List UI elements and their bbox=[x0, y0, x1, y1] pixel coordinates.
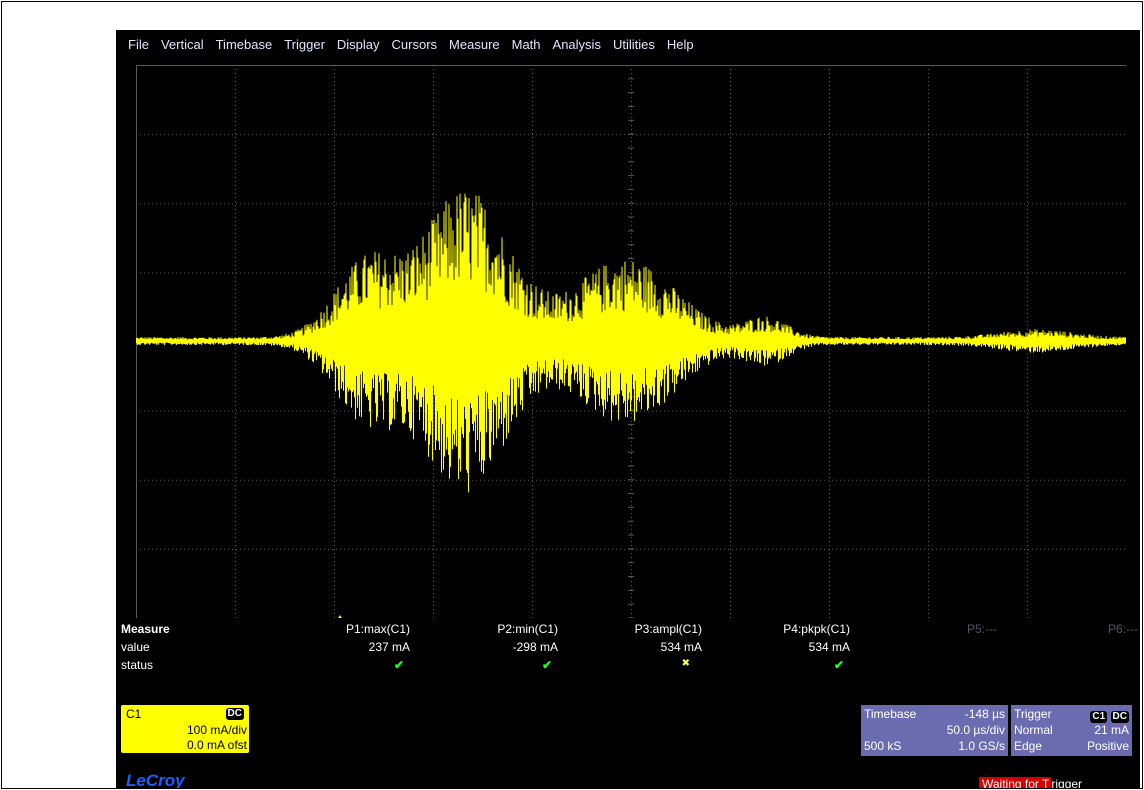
oscilloscope-window: File Vertical Timebase Trigger Display C… bbox=[116, 30, 1140, 788]
menu-vertical[interactable]: Vertical bbox=[160, 37, 204, 52]
p2-status-check-icon: ✔ bbox=[541, 658, 552, 672]
timebase-descriptor[interactable]: Timebase -148 µs 50.0 µs/div 500 kS 1.0 … bbox=[861, 705, 1008, 756]
timebase-samples: 500 kS bbox=[864, 739, 902, 753]
p6-name[interactable]: P6:--- bbox=[1108, 622, 1138, 636]
menu-utilities[interactable]: Utilities bbox=[612, 37, 655, 52]
p3-status-warning-icon: ✖ bbox=[681, 658, 690, 669]
p3-name[interactable]: P3:ampl(C1) bbox=[634, 622, 702, 636]
waveform-grid[interactable]: C1 bbox=[136, 65, 1126, 618]
channel-offset: 0.0 mA ofst bbox=[186, 738, 247, 752]
p1-value: 237 mA bbox=[368, 640, 410, 654]
trigger-level: 21 mA bbox=[1094, 723, 1129, 737]
menu-timebase[interactable]: Timebase bbox=[215, 37, 273, 52]
timebase-delay: -148 µs bbox=[964, 707, 1005, 721]
p2-name[interactable]: P2:min(C1) bbox=[497, 622, 558, 636]
trigger-badges: C1 DC bbox=[1090, 708, 1129, 723]
p1-status-check-icon: ✔ bbox=[393, 658, 404, 672]
trigger-type: Edge bbox=[1014, 739, 1043, 753]
menu-trigger[interactable]: Trigger bbox=[284, 37, 325, 52]
menu-analysis[interactable]: Analysis bbox=[552, 37, 601, 52]
status-highlight: Waiting for T bbox=[979, 777, 1052, 788]
menu-display[interactable]: Display bbox=[336, 37, 380, 52]
waveform-display: C1 bbox=[136, 65, 1126, 618]
measurement-panel: Measure value status P1:max(C1) 237 mA ✔… bbox=[116, 618, 1140, 788]
c1-waveform-trace bbox=[136, 193, 1126, 493]
p4-name[interactable]: P4:pkpk(C1) bbox=[783, 622, 850, 636]
measure-title[interactable]: Measure bbox=[121, 622, 170, 636]
timebase-div: 50.0 µs/div bbox=[946, 723, 1005, 737]
p5-name[interactable]: P5:--- bbox=[967, 622, 997, 636]
measure-value-row-label: value bbox=[121, 640, 150, 654]
p4-value: 534 mA bbox=[808, 640, 850, 654]
trigger-slope: Positive bbox=[1086, 739, 1129, 753]
menu-measure[interactable]: Measure bbox=[449, 37, 500, 52]
p3-value: 534 mA bbox=[660, 640, 702, 654]
channel-label: C1 bbox=[126, 707, 142, 721]
trigger-descriptor[interactable]: Trigger C1 DC Normal 21 mA Edge Positive bbox=[1011, 705, 1132, 756]
menu-cursors[interactable]: Cursors bbox=[391, 37, 438, 52]
trigger-source-badge: C1 bbox=[1090, 711, 1108, 723]
timebase-title: Timebase bbox=[864, 707, 917, 721]
channel-scale: 100 mA/div bbox=[186, 723, 247, 737]
trigger-position-marker[interactable] bbox=[337, 615, 343, 618]
channel-c1-descriptor[interactable]: C1 DC 100 mA/div 0.0 mA ofst bbox=[121, 705, 249, 753]
measure-status-row-label: status bbox=[121, 658, 154, 672]
menu-math[interactable]: Math bbox=[511, 37, 541, 52]
p4-status-check-icon: ✔ bbox=[833, 658, 844, 672]
trigger-mode: Normal bbox=[1014, 723, 1053, 737]
lecroy-logo: LeCroy bbox=[126, 771, 185, 788]
trigger-coupling-badge: DC bbox=[1110, 711, 1129, 723]
status-rest: rigger bbox=[1051, 777, 1083, 788]
menu-help[interactable]: Help bbox=[666, 37, 694, 52]
menu-file[interactable]: File bbox=[128, 37, 149, 52]
menu-bar: File Vertical Timebase Trigger Display C… bbox=[116, 30, 1140, 60]
timebase-rate: 1.0 GS/s bbox=[958, 739, 1005, 753]
channel-coupling-badge: DC bbox=[225, 708, 244, 720]
p1-name[interactable]: P1:max(C1) bbox=[345, 622, 410, 636]
p2-value: -298 mA bbox=[512, 640, 558, 654]
trigger-title: Trigger bbox=[1014, 707, 1052, 721]
